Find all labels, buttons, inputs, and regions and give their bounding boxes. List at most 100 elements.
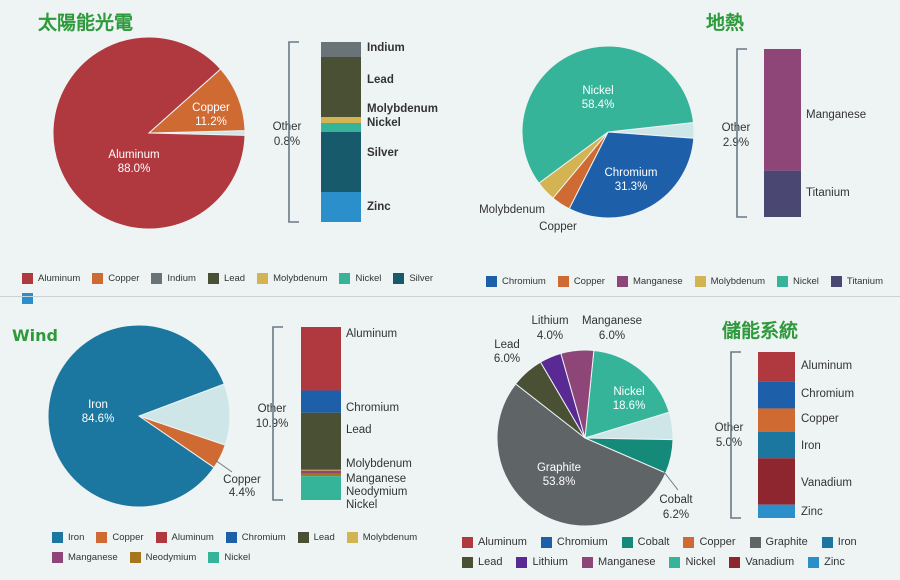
slice-pct-other: 5.0%: [716, 437, 742, 449]
legend-swatch: [155, 531, 167, 543]
chart-panel-solar: 太陽能光電 Aluminum 88.0% Copper 11.2% Other 0.8% I…: [0, 0, 450, 304]
legend-label: Vanadium: [745, 556, 795, 568]
legend-swatch: [683, 536, 695, 548]
legend-item-copper: Copper: [683, 532, 736, 552]
legend-label: Nickel: [685, 556, 716, 568]
pie-slice-iron: [47, 324, 225, 508]
chart-panel-geothermal: 地熱 Nickel 58.4% Chromium 31.3% Molybdenum Cop…: [450, 0, 900, 290]
stack-label-lead: Lead: [346, 424, 372, 436]
legend-label: Cobalt: [637, 536, 670, 548]
stack-segment-zinc: [758, 504, 795, 518]
pie-chart-geothermal: Nickel 58.4% Chromium 31.3% Molybdenum Copper…: [479, 45, 866, 233]
other-bracket: [272, 326, 283, 501]
legend-item-indium: Indium: [151, 268, 196, 288]
legend-geothermal: Chromium Copper Manganese Molybdenum Nickel T…: [486, 271, 896, 291]
legend-item-iron: Iron: [821, 532, 857, 552]
legend-item-chromium: Chromium: [540, 532, 608, 552]
stack-label-vanadium: Vanadium: [801, 477, 852, 489]
chart-title-wind: Wind: [12, 326, 58, 345]
legend-label: Nickel: [355, 272, 382, 284]
legend-item-lead: Lead: [462, 552, 502, 572]
legend-label: Nickel: [793, 275, 819, 287]
slice-label-nickel: Nickel: [613, 386, 644, 398]
slice-label-molybdenum: Molybdenum: [479, 204, 545, 216]
legend-label: Copper: [573, 275, 605, 287]
stack-label-silver: Silver: [367, 147, 399, 159]
legend-label: Indium: [167, 272, 196, 284]
stack-label-copper: Copper: [801, 413, 839, 425]
legend-label: Neodymium: [145, 551, 197, 563]
slice-label-copper: Copper: [223, 474, 261, 486]
legend-swatch: [729, 556, 741, 568]
stack-label-lead: Lead: [367, 74, 394, 86]
stack-segment-molybdenum: [321, 117, 361, 123]
slice-label-manganese: Manganese: [582, 315, 642, 327]
other-bracket: [736, 48, 747, 218]
legend-label: Aluminum: [38, 272, 81, 284]
stack-segment-iron: [758, 431, 795, 459]
legend-swatch: [621, 536, 633, 548]
chart-title-storage: 儲能系統: [722, 320, 799, 342]
slice-pct-copper: 4.4%: [229, 487, 255, 499]
legend-swatch: [393, 272, 405, 284]
legend-label: Manganese: [68, 551, 118, 563]
stack-segment-manganese: [301, 470, 341, 474]
stack-label-titanium: Titanium: [806, 187, 850, 199]
legend-item-zinc: Zinc: [808, 552, 845, 572]
legend-item-molybdenum: Molybdenum: [257, 268, 327, 288]
stack-segment-neodymium: [301, 473, 341, 477]
stack-segment-manganese: [764, 49, 801, 171]
legend-item-graphite: Graphite: [749, 532, 808, 552]
slice-label-lithium: Lithium: [531, 315, 568, 327]
stack-segment-indium: [321, 42, 361, 57]
legend-item-chromium: Chromium: [486, 271, 546, 291]
pie-chart-storage: Nickel 18.6% Other 5.0% Cobalt 6.2% Graphite 53…: [494, 315, 854, 527]
legend-label: Copper: [108, 272, 140, 284]
legend-swatch: [208, 551, 220, 563]
slice-label-cobalt: Cobalt: [659, 494, 693, 506]
legend-item-aluminum: Aluminum: [22, 268, 80, 288]
leader-line-cobalt: [663, 471, 679, 491]
legend-label: Lead: [478, 556, 503, 568]
stack-label-zinc: Zinc: [801, 506, 823, 518]
legend-swatch: [92, 272, 104, 284]
leader-line-copper: [214, 459, 233, 473]
legend-label: Copper: [112, 531, 144, 543]
pie-slice-nickel: [584, 349, 670, 439]
legend-item-copper: Copper: [96, 527, 144, 547]
stack-segment-vanadium: [758, 458, 795, 505]
legend-swatch: [749, 536, 761, 548]
slice-pct-lithium: 4.0%: [537, 330, 563, 342]
legend-label: Chromium: [241, 531, 286, 543]
stack-segment-nickel: [301, 476, 341, 500]
legend-swatch: [821, 536, 833, 548]
pie-slice-copper: [147, 68, 246, 134]
legend-item-chromium: Chromium: [225, 527, 286, 547]
stack-label-indium: Indium: [367, 42, 405, 54]
slice-label-copper: Copper: [192, 102, 230, 114]
pie-slice-nickel: [521, 45, 695, 184]
slice-pct-manganese: 6.0%: [599, 330, 625, 342]
legend-item-iron: Iron: [52, 527, 84, 547]
slice-pct-chromium: 31.3%: [615, 181, 648, 193]
legend-swatch: [462, 536, 473, 548]
legend-swatch: [207, 272, 219, 284]
legend-item-lead: Lead: [207, 268, 245, 288]
stack-segment-zinc: [321, 192, 361, 222]
chart-title-geothermal: 地熱: [706, 12, 745, 34]
legend-item-molybdenum: Molybdenum: [346, 527, 418, 547]
stack-label-nickel: Nickel: [346, 499, 377, 511]
legend-label: Titanium: [846, 275, 883, 287]
legend-item-silver: Silver: [393, 268, 433, 288]
legend-label: Manganese: [632, 275, 683, 287]
legend-label: Molybdenum: [362, 531, 418, 543]
slice-label-other: Other: [258, 403, 287, 415]
chart-panel-storage: 儲能系統 Nickel 18.6% Other 5.0% Cobalt 6.2% Graph…: [450, 300, 900, 580]
legend-swatch: [52, 531, 63, 543]
legend-label: Manganese: [597, 556, 656, 568]
slice-pct-lead: 6.0%: [494, 353, 520, 365]
legend-swatch: [581, 556, 593, 568]
legend-label: Copper: [699, 536, 736, 548]
slice-pct-graphite: 53.8%: [543, 476, 576, 488]
legend-label: Molybdenum: [273, 272, 328, 284]
